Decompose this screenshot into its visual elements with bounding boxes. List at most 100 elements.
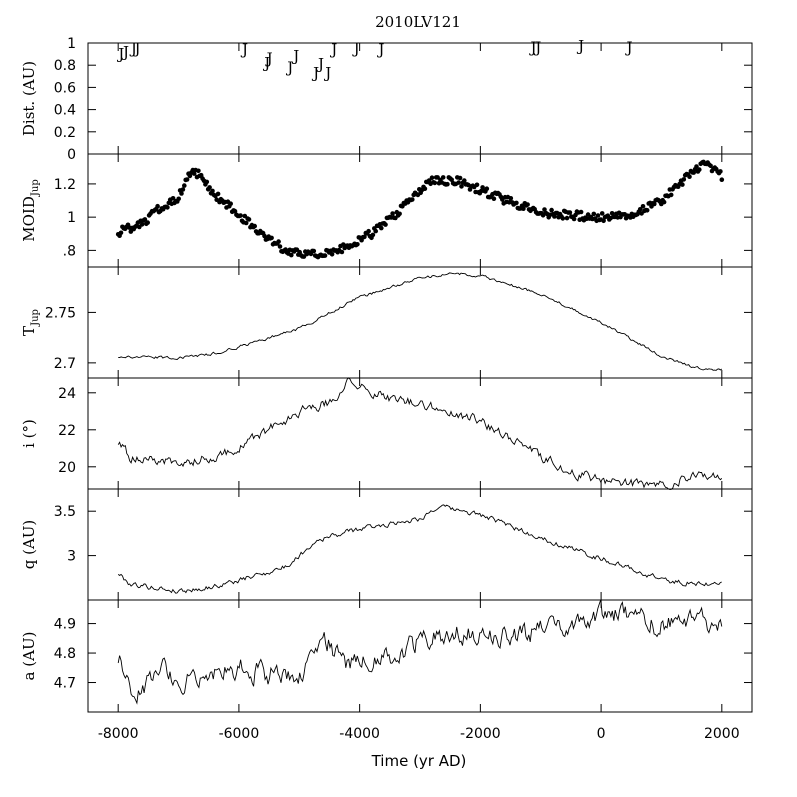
data-point: [215, 191, 221, 197]
data-point: [571, 216, 577, 222]
data-point: [269, 235, 274, 241]
data-point: [549, 207, 554, 213]
y-axis-label: TJup: [20, 309, 41, 336]
data-point: [422, 186, 428, 191]
data-point: [289, 252, 294, 258]
close-approach-marker: J: [376, 41, 384, 59]
data-point: [697, 167, 702, 172]
y-axis-label: q (AU): [20, 520, 38, 570]
data-point: [644, 208, 650, 213]
data-point: [708, 163, 713, 169]
y-tick-label: 0.4: [54, 103, 76, 119]
panel-q: 3 3.5 q (AU): [20, 488, 753, 601]
data-point: [459, 184, 464, 189]
data-point: [640, 204, 646, 209]
close-approach-marker: J: [132, 39, 140, 57]
close-approach-marker: J: [528, 38, 536, 56]
data-point: [462, 178, 467, 183]
data-point: [397, 211, 402, 217]
x-tick-label: 2000: [704, 726, 740, 742]
data-point: [373, 228, 379, 234]
panel-frame: [87, 599, 753, 713]
x-tick-label: -2000: [460, 726, 501, 742]
data-point: [210, 188, 215, 194]
data-point: [432, 180, 438, 186]
data-point: [578, 209, 584, 215]
data-point: [456, 180, 462, 185]
data-line: [117, 504, 722, 594]
data-point: [139, 222, 145, 227]
data-point: [366, 228, 371, 234]
y-tick-label: 2.75: [45, 305, 76, 321]
data-point: [609, 211, 615, 216]
y-tick-label: 24: [58, 386, 76, 402]
close-approach-marker: J: [262, 54, 270, 72]
close-approach-marker: J: [311, 64, 319, 82]
data-point: [560, 216, 566, 221]
data-point: [694, 164, 699, 169]
data-point: [514, 200, 519, 206]
panel-a: 4.7 4.8 4.9 a (AU): [20, 599, 753, 713]
data-point: [637, 207, 643, 212]
data-point: [165, 205, 170, 210]
close-approach-marker: J: [121, 43, 129, 61]
x-axis: -8000 -6000 -4000 -2000 0 2000: [98, 726, 740, 742]
data-point: [196, 168, 201, 174]
data-point: [661, 199, 667, 205]
data-point: [322, 253, 328, 258]
data-point: [542, 207, 547, 212]
data-point: [339, 249, 345, 255]
y-axis-label: a (AU): [20, 632, 38, 681]
data-point: [410, 197, 415, 202]
data-point: [525, 202, 530, 207]
data-point: [681, 177, 687, 182]
data-point: [379, 225, 384, 231]
y-tick-label: 0.8: [54, 58, 76, 74]
y-tick-label: 3.5: [54, 504, 76, 520]
data-point: [687, 174, 692, 179]
data-point: [599, 211, 605, 216]
x-tick-label: 0: [597, 726, 606, 742]
data-point: [329, 252, 335, 257]
y-axis-label: i (°): [20, 419, 38, 448]
data-point: [521, 206, 526, 211]
close-approach-marker: J: [323, 64, 331, 82]
data-point: [362, 234, 367, 240]
data-point: [176, 196, 181, 202]
y-tick-label: 2.7: [54, 356, 76, 372]
data-point: [355, 242, 360, 247]
x-tick-label: -4000: [339, 726, 380, 742]
data-point: [719, 177, 725, 182]
data-point: [429, 175, 435, 180]
y-tick-label: 1.2: [54, 177, 76, 193]
panel-frame: [87, 153, 753, 268]
y-tick-label: 4.9: [54, 617, 76, 633]
data-point: [228, 201, 233, 206]
data-point: [474, 182, 480, 188]
data-point: [652, 201, 657, 207]
close-approach-marker: J: [576, 37, 584, 55]
data-point: [191, 171, 197, 176]
y-tick-label: 4.7: [54, 676, 76, 692]
data-point: [276, 239, 281, 244]
y-tick-label: 1: [67, 210, 76, 226]
data-point: [179, 191, 184, 196]
data-point: [252, 223, 257, 229]
y-tick-label: 20: [58, 460, 76, 476]
close-approach-marker: J: [291, 47, 299, 65]
x-axis-label: Time (yr AD): [371, 752, 467, 770]
y-tick-label: 0.2: [54, 125, 76, 141]
y-tick-label: 22: [58, 423, 76, 439]
data-point: [142, 217, 148, 222]
close-approach-marker: J: [240, 41, 248, 59]
data-point: [370, 232, 376, 238]
y-axis-label: Dist. (AU): [20, 61, 38, 136]
data-point: [591, 211, 597, 217]
data-point: [262, 233, 267, 239]
data-point: [457, 175, 463, 181]
data-point: [567, 210, 573, 215]
data-point: [390, 211, 395, 216]
close-approach-marker: J: [129, 39, 137, 57]
